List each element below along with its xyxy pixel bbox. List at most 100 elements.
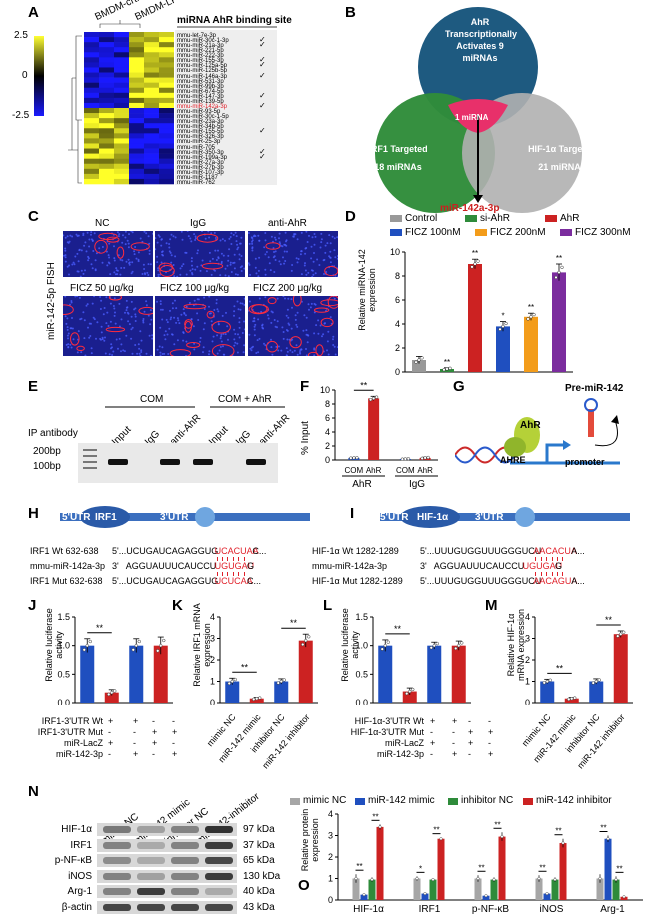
bar: [378, 645, 393, 703]
condition-mark: -: [452, 727, 455, 737]
mirna-label: mmu-miR-21a-3p: [177, 43, 224, 50]
panel-label-d: D: [345, 208, 356, 225]
heatmap-cell: [84, 138, 99, 144]
condition-mark: -: [133, 727, 136, 737]
significance-label: **: [96, 623, 104, 633]
data-point: [504, 321, 508, 326]
data-point: [417, 358, 421, 362]
legend-label: miR-142 mimic: [368, 795, 435, 806]
heatmap-cell: [144, 168, 159, 175]
data-point: [230, 679, 234, 684]
condition-mark: -: [172, 738, 175, 748]
heatmap-cell: [84, 113, 99, 119]
western-band: [103, 857, 131, 864]
heatmap-cell: [114, 163, 129, 170]
legend-label: FICZ 300nM: [575, 227, 631, 238]
chart-k-ylabel: Relative IRF1 mRNA expression: [192, 603, 212, 687]
data-point: [445, 367, 449, 371]
seq-suffix: A...: [571, 576, 585, 586]
legend-swatch: [448, 798, 458, 805]
gel-band: [160, 459, 180, 465]
y-tick-label: 3: [525, 634, 530, 644]
scale-tick-mid: 0: [22, 70, 28, 81]
panel-label-n: N: [28, 783, 39, 800]
heatmap-cell: [114, 128, 129, 134]
heatmap-cell: [114, 82, 129, 89]
heatmap-cell: [84, 128, 99, 134]
significance-label: **: [290, 618, 298, 628]
gel-group-com: COM: [140, 394, 164, 405]
mirna-label: mmu-miR-199a-3p: [177, 154, 228, 161]
western-strip: [97, 869, 237, 883]
bar: [559, 843, 567, 900]
western-band: [103, 888, 131, 895]
y-tick-label: 1.0: [355, 641, 368, 651]
data-point: [439, 837, 443, 841]
western-band: [137, 857, 165, 864]
mirna-label: mmu-miR-25-3p: [177, 139, 221, 146]
panel-label-m: M: [485, 597, 498, 614]
gel-marker-100: 100bp: [33, 461, 61, 472]
panel-label-a: A: [28, 4, 39, 21]
heatmap-cell: [129, 87, 144, 94]
western-protein-label: p-NF-κB: [54, 855, 92, 866]
data-point: [408, 689, 412, 694]
significance-label: **: [600, 824, 606, 833]
heatmap-cell: [159, 168, 174, 175]
heatmap-cell: [84, 32, 99, 38]
heatmap-cell: [159, 148, 174, 154]
h-utr5: 5'UTR: [62, 512, 91, 523]
data-point: [500, 835, 504, 839]
heatmap-cell: [99, 52, 114, 58]
h-gene: IRF1: [95, 512, 117, 523]
heatmap-cell: [99, 168, 114, 175]
data-point: [548, 678, 552, 682]
data-point: [619, 632, 623, 636]
heatmap-cell: [84, 42, 99, 48]
condition-mark: +: [172, 727, 178, 737]
group-label: IgG: [409, 479, 425, 490]
condition-mark: +: [430, 716, 436, 726]
legend-swatch: [560, 229, 572, 236]
seq-row-name: HIF-1α Mut 1282-1289: [312, 576, 403, 586]
bar: [129, 645, 144, 703]
heatmap-cell: [84, 118, 99, 124]
bar: [225, 681, 240, 703]
significance-label: *: [501, 312, 504, 321]
seq-seed-region: UCUCAA: [214, 576, 253, 586]
legend-label: inhibitor NC: [461, 795, 514, 806]
data-point: [355, 456, 359, 460]
heatmap-cell: [99, 57, 114, 63]
data-point: [405, 691, 409, 696]
y-tick-label: 3: [210, 634, 215, 644]
heatmap-cell: [129, 163, 144, 170]
data-point: [134, 644, 138, 648]
legend-swatch: [355, 798, 365, 805]
data-point: [545, 679, 549, 684]
western-band: [205, 841, 233, 849]
data-point: [276, 681, 280, 685]
heatmap-cell: [114, 102, 129, 109]
western-protein-label: HIF-1α: [61, 824, 92, 835]
heatmap-cell: [84, 97, 99, 104]
heatmap-cell: [99, 77, 114, 83]
bar: [552, 272, 566, 372]
data-point: [432, 644, 436, 648]
panel-label-k: K: [172, 597, 183, 614]
y-tick-label: 8: [325, 399, 330, 409]
mirna-label: mmu-miR-221-5p: [177, 48, 224, 55]
bar: [540, 681, 555, 703]
fish-image: [155, 296, 245, 356]
data-point: [307, 635, 311, 639]
legend-label: AhR: [560, 213, 580, 224]
condition-mark: -: [468, 716, 471, 726]
heatmap-cell: [159, 158, 174, 165]
heatmap-cell: [114, 92, 129, 99]
heatmap-cell: [84, 133, 99, 139]
seq-pair-mark: [222, 572, 223, 576]
western-band: [171, 841, 199, 849]
heatmap-cell: [99, 138, 114, 144]
binding-check-icon: ✓: [259, 40, 266, 50]
heatmap-cell: [144, 37, 159, 43]
fish-title-ficz200: FICZ 200 μg/kg: [253, 283, 323, 294]
